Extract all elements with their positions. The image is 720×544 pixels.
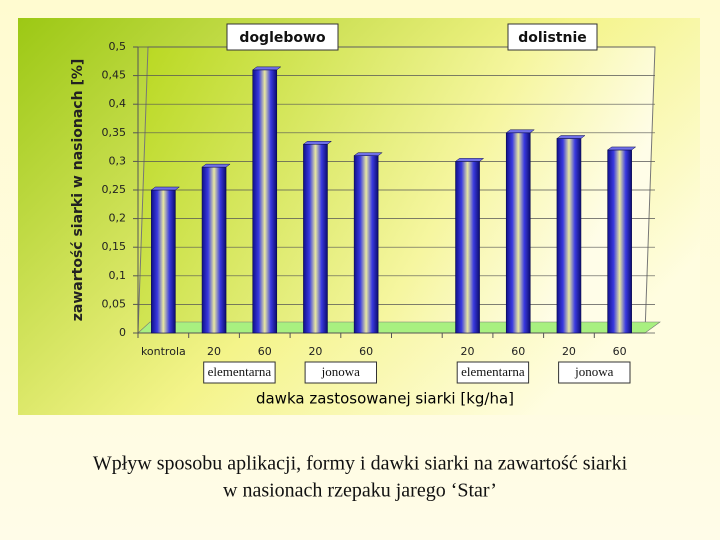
bar	[252, 69, 278, 334]
x-tick-label: 60	[359, 345, 373, 358]
bar-top	[556, 135, 586, 139]
caption-line: Wpływ sposobu aplikacji, formy i dawki s…	[93, 453, 628, 475]
bar-top	[302, 140, 333, 145]
y-tick-label: 0,2	[109, 212, 127, 225]
bar	[455, 161, 480, 334]
subgroup-label-box	[456, 361, 530, 384]
x-tick-label: 60	[613, 345, 627, 358]
y-tick-label: 0,5	[109, 40, 127, 53]
subgroup-label-box	[304, 361, 378, 384]
subgroup-label-box	[558, 361, 631, 384]
y-tick-label: 0,15	[102, 240, 127, 253]
bar-top	[201, 163, 231, 168]
subgroup-label-box	[203, 361, 276, 384]
subgroup-label: elementarna	[208, 364, 272, 379]
axes	[133, 46, 655, 338]
group-label-box	[507, 23, 598, 51]
bar	[201, 166, 227, 334]
bar	[556, 138, 582, 334]
y-tick-label: 0,3	[109, 154, 127, 167]
bar-top	[252, 66, 282, 71]
bar	[505, 132, 531, 334]
bar	[353, 155, 379, 334]
bar-top	[454, 158, 485, 162]
x-tick-label: 60	[258, 345, 272, 358]
subgroup-label: jonowa	[321, 364, 361, 379]
y-tick-label: 0,35	[102, 126, 127, 139]
bar	[303, 143, 328, 334]
group-label-box	[226, 23, 339, 51]
x-tick-label: 20	[461, 345, 475, 358]
caption-line: w nasionach rzepaku jarego ‘Star’	[223, 480, 497, 502]
y-tick-label: 0,1	[109, 269, 127, 282]
group-label: dolistnie	[518, 30, 587, 46]
subgroup-label: elementarna	[461, 364, 525, 379]
y-tick-label: 0,25	[102, 183, 127, 196]
y-axis-title: zawartość siarki w nasionach [%]	[70, 59, 86, 322]
x-tick-label: 60	[511, 345, 525, 358]
x-tick-label: 20	[562, 345, 576, 358]
group-label: doglebowo	[239, 30, 326, 46]
x-tick-label: 20	[207, 345, 221, 358]
y-tick-label: 0,45	[102, 69, 127, 82]
x-tick-label: 20	[308, 345, 322, 358]
bar	[607, 149, 632, 334]
bar	[151, 189, 176, 334]
bar-top	[606, 146, 637, 151]
subgroup-label: jonowa	[574, 364, 614, 379]
x-tick-label: kontrola	[141, 345, 186, 358]
x-axis-title: dawka zastosowanej siarki [kg/ha]	[256, 390, 514, 408]
bar-top	[353, 152, 383, 156]
y-tick-label: 0	[119, 326, 126, 339]
y-tick-label: 0,05	[102, 297, 127, 310]
bar-top	[150, 186, 181, 191]
y-tick-label: 0,4	[109, 97, 127, 110]
bar-top	[505, 129, 535, 134]
